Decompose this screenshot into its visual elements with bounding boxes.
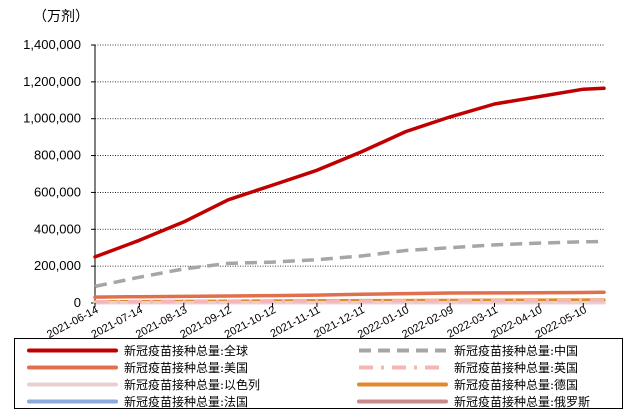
y-tick-label: 200,000 — [34, 258, 81, 273]
legend-swatch — [357, 382, 448, 387]
legend-swatch — [27, 382, 118, 387]
legend-label: 新冠疫苗接种总量:美国 — [124, 361, 249, 375]
legend-item: 新冠疫苗接种总量:美国 — [25, 359, 248, 376]
series-lines — [93, 86, 606, 305]
y-tick-label: 400,000 — [34, 221, 81, 236]
y-tick-label: 1,200,000 — [23, 74, 81, 89]
legend-item: 新冠疫苗接种总量:英国 — [355, 359, 578, 376]
legend-label: 新冠疫苗接种总量:全球 — [124, 344, 249, 358]
x-tick-label: 2021-10-12 — [223, 304, 278, 341]
legend-item: 新冠疫苗接种总量:全球 — [25, 342, 248, 359]
y-tick-label: 1,000,000 — [23, 111, 81, 126]
x-tick-labels: 2021-06-142021-07-142021-08-132021-09-12… — [45, 303, 589, 341]
legend-item: 新冠疫苗接种总量:中国 — [355, 342, 578, 359]
legend-label: 新冠疫苗接种总量:俄罗斯 — [454, 395, 591, 409]
legend-label: 新冠疫苗接种总量:英国 — [454, 361, 579, 375]
legend-item: 新冠疫苗接种总量:以色列 — [25, 376, 260, 393]
legend-label: 新冠疫苗接种总量:中国 — [454, 344, 579, 358]
legend-label: 新冠疫苗接种总量:法国 — [124, 395, 249, 409]
legend-swatch — [357, 399, 448, 404]
y-tick-label: 600,000 — [34, 184, 81, 199]
legend-swatch — [359, 365, 446, 370]
y-tick-label: 800,000 — [34, 148, 81, 163]
series-line — [94, 239, 605, 289]
axes — [94, 45, 604, 304]
y-tick-labels: 1,400,000 1,200,000 1,000,000 800,000 600,00… — [23, 37, 81, 310]
legend-label: 新冠疫苗接种总量:德国 — [454, 378, 579, 392]
unit-label: （万剂） — [33, 9, 89, 25]
series-line — [93, 290, 606, 299]
legend-item: 新冠疫苗接种总量:法国 — [25, 393, 248, 410]
legend-item: 新冠疫苗接种总量:德国 — [355, 376, 578, 393]
legend: 新冠疫苗接种总量:全球 新冠疫苗接种总量:中国 新冠疫苗接种总量:美国 新冠疫苗接种总… — [14, 338, 623, 409]
legend-label: 新冠疫苗接种总量:以色列 — [124, 378, 261, 392]
legend-swatch — [27, 348, 118, 353]
legend-swatch — [359, 348, 446, 353]
series-line — [93, 86, 606, 259]
legend-swatch — [27, 399, 118, 404]
x-tick-label: 2022-05-10 — [533, 304, 588, 341]
series-line — [94, 298, 605, 304]
legend-swatch — [27, 365, 118, 370]
y-tick-label: 1,400,000 — [23, 37, 81, 52]
y-tick-label: 0 — [74, 295, 81, 310]
grid-lines — [91, 44, 604, 304]
legend-item: 新冠疫苗接种总量:俄罗斯 — [355, 393, 590, 410]
